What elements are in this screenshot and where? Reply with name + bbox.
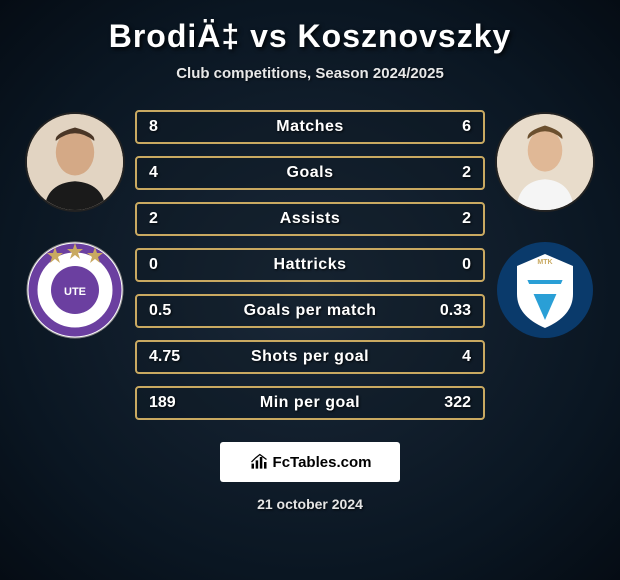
stat-right-value: 4 [423, 348, 471, 366]
stat-label: Hattricks [274, 256, 347, 274]
left-player-column: UTE [25, 104, 125, 340]
stat-row: 4.75 Shots per goal 4 [135, 340, 485, 374]
avatar-placeholder-icon [497, 114, 593, 210]
mtk-badge-icon: MTK [495, 240, 595, 340]
svg-text:MTK: MTK [537, 259, 552, 266]
stat-row: 0.5 Goals per match 0.33 [135, 294, 485, 328]
brand-badge[interactable]: FcTables.com [220, 442, 400, 482]
svg-text:UTE: UTE [64, 286, 86, 298]
comparison-row: UTE 8Matches64Goals22Assists20Hattricks0… [10, 104, 610, 420]
stat-right-value: 2 [423, 164, 471, 182]
stat-label: Min per goal [260, 394, 360, 412]
stat-right-value: 0 [423, 256, 471, 274]
stat-label: Goals per match [244, 302, 377, 320]
ujpest-badge-icon: UTE [25, 240, 125, 340]
date-label: 21 october 2024 [257, 496, 363, 512]
comparison-card: BrodiÄ‡ vs Kosznovszky Club competitions… [0, 0, 620, 580]
stat-left-value: 0.5 [149, 302, 197, 320]
right-player-avatar [495, 112, 595, 212]
stat-row: 2 Assists 2 [135, 202, 485, 236]
stat-right-value: 322 [423, 394, 471, 412]
right-player-column: MTK [495, 104, 595, 340]
stat-left-value: 2 [149, 210, 197, 228]
stat-label: Matches [276, 118, 344, 136]
stat-left-value: 0 [149, 256, 197, 274]
stat-label: Assists [280, 210, 340, 228]
stat-row: 0 Hattricks 0 [135, 248, 485, 282]
stat-label: Goals [287, 164, 334, 182]
stat-left-value: 8 [149, 118, 197, 136]
stat-row: 4 Goals 2 [135, 156, 485, 190]
stat-right-value: 2 [423, 210, 471, 228]
stat-left-value: 4.75 [149, 348, 197, 366]
chart-icon [249, 452, 269, 472]
brand-label: FcTables.com [273, 454, 372, 471]
avatar-placeholder-icon [27, 114, 123, 210]
left-player-avatar [25, 112, 125, 212]
right-club-badge: MTK [495, 240, 595, 340]
stat-row: 189 Min per goal 322 [135, 386, 485, 420]
page-title: BrodiÄ‡ vs Kosznovszky [109, 18, 512, 55]
stat-label: Shots per goal [251, 348, 369, 366]
stat-left-value: 189 [149, 394, 197, 412]
stat-right-value: 6 [423, 118, 471, 136]
left-club-badge: UTE [25, 240, 125, 340]
page-subtitle: Club competitions, Season 2024/2025 [176, 65, 444, 82]
stat-row: 8 Matches 6 [135, 110, 485, 144]
stat-left-value: 4 [149, 164, 197, 182]
stats-list: 8 Matches 6 4 Goals 2 2 Assists 2 0 Hattricks 0 0.5 G… [135, 104, 485, 420]
stat-right-value: 0.33 [423, 302, 471, 320]
